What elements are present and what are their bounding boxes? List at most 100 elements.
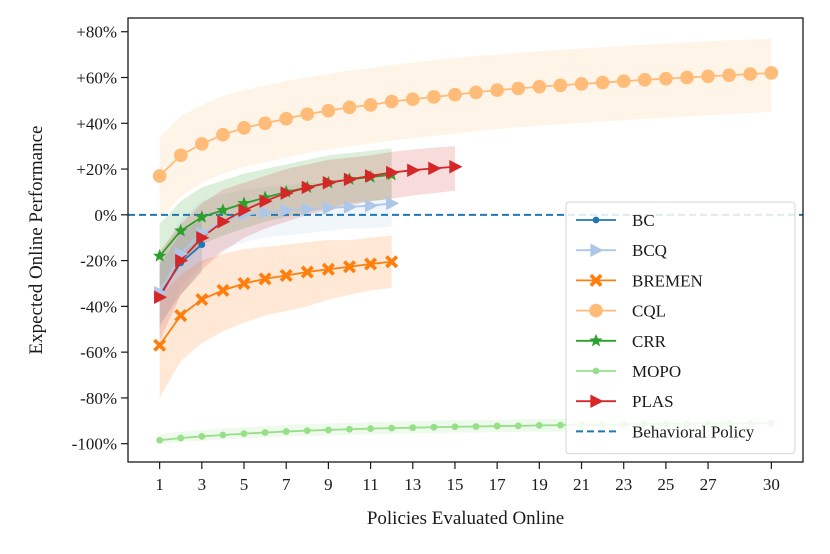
- marker-cql: [216, 127, 230, 142]
- marker-bremen: [321, 262, 335, 276]
- marker-bremen: [258, 272, 272, 286]
- y-tick-label: -100%: [72, 435, 117, 454]
- x-tick-label: 17: [489, 475, 507, 494]
- marker-bremen: [279, 268, 293, 282]
- marker-mopo: [303, 427, 311, 435]
- marker-cql: [553, 78, 568, 93]
- y-axis: -100% -80% -60% -40% -20% 0% +20% +40% +60% +80%: [72, 23, 128, 454]
- marker-cql: [722, 68, 736, 83]
- marker-cql: [532, 79, 547, 94]
- marker-cql: [637, 72, 652, 87]
- legend-entry-plas: PLAS: [576, 392, 674, 411]
- marker-crr: [174, 223, 188, 237]
- x-tick-label: 30: [763, 475, 780, 494]
- marker-plas: [217, 214, 231, 229]
- marker-cql: [701, 69, 715, 84]
- marker-plas: [280, 186, 294, 200]
- band-plas: [159, 146, 455, 341]
- marker-bremen: [342, 260, 356, 274]
- y-tick-label: +80%: [76, 23, 117, 42]
- marker-bcq: [322, 201, 336, 215]
- marker-crr: [195, 210, 209, 223]
- marker-cql: [300, 107, 315, 121]
- legend-entry-bc: BC: [576, 211, 655, 230]
- marker-cql: [574, 77, 589, 91]
- marker-plas: [364, 169, 379, 183]
- marker-cql: [469, 85, 483, 100]
- marker-mopo: [367, 425, 374, 432]
- marker-cql: [173, 148, 188, 163]
- marker-cql: [363, 98, 378, 112]
- y-tick-label: -40%: [80, 297, 117, 316]
- marker-cql: [279, 111, 294, 126]
- y-tick-label: +40%: [76, 114, 117, 133]
- marker-mopo: [388, 424, 396, 432]
- marker-bcq: [280, 203, 294, 217]
- marker-mopo: [557, 421, 564, 429]
- marker-plas: [196, 230, 210, 245]
- plot-frame: [127, 17, 804, 463]
- marker-cql: [342, 100, 357, 115]
- legend-entry-cql: CQL: [576, 302, 666, 321]
- marker-crr: [258, 190, 272, 204]
- marker-mopo: [324, 426, 332, 434]
- marker-crr: [216, 203, 230, 216]
- legend-swatch-marker: [589, 303, 603, 318]
- x-tick-label: 1: [155, 475, 164, 494]
- marker-plas: [238, 203, 252, 217]
- marker-mopo: [156, 436, 164, 444]
- marker-plas: [428, 161, 442, 176]
- y-tick-label: 0%: [94, 206, 117, 225]
- x-tick-label: 21: [573, 475, 590, 494]
- marker-plas: [343, 172, 357, 187]
- marker-cql: [427, 90, 441, 104]
- x-tick-label: 11: [362, 475, 378, 494]
- marker-bremen: [153, 338, 167, 352]
- legend-entry-crr: CRR: [576, 332, 667, 351]
- marker-mopo: [472, 423, 480, 430]
- marker-plas: [449, 160, 463, 174]
- y-tick-label: -80%: [80, 389, 117, 408]
- legend-entry-mopo: MOPO: [576, 362, 681, 381]
- marker-bremen: [300, 265, 314, 279]
- legend-entry-bcq: BCQ: [576, 241, 667, 260]
- marker-plas: [322, 176, 336, 190]
- legend-label: CQL: [632, 302, 666, 321]
- marker-cql: [616, 74, 631, 88]
- marker-bcq: [343, 200, 357, 214]
- marker-mopo: [240, 430, 248, 438]
- marker-cql: [680, 70, 694, 85]
- marker-cql: [595, 75, 610, 90]
- marker-plas: [407, 163, 421, 177]
- marker-crr: [152, 249, 167, 262]
- marker-crr: [237, 196, 251, 210]
- legend: BC BCQ BREMEN CQL CRR MOPO PLAS Behavioral Poli…: [565, 201, 796, 455]
- band-bremen: [159, 235, 392, 398]
- marker-mopo: [451, 423, 459, 431]
- x-tick-label: 23: [615, 475, 632, 494]
- marker-mopo: [430, 423, 438, 431]
- marker-bremen: [174, 309, 188, 323]
- x-tick-label: 7: [282, 475, 291, 494]
- marker-cql: [384, 94, 399, 109]
- legend-label: BC: [632, 211, 655, 230]
- legend-swatch-marker: [590, 394, 604, 408]
- marker-plas: [154, 290, 168, 304]
- legend-swatch-marker: [592, 216, 600, 224]
- marker-bremen: [237, 276, 251, 290]
- marker-mopo: [177, 434, 185, 442]
- marker-cql: [195, 137, 209, 151]
- x-tick-label: 9: [324, 475, 333, 494]
- legend-swatch-marker: [592, 367, 600, 375]
- marker-plas: [386, 165, 400, 180]
- marker-bcq: [386, 196, 400, 211]
- x-tick-label: 19: [531, 475, 548, 494]
- legend-box: [565, 201, 796, 455]
- marker-mopo: [219, 431, 227, 439]
- marker-cql: [448, 87, 462, 102]
- marker-mopo: [409, 424, 417, 432]
- y-axis-title: Expected Online Performance: [26, 126, 47, 355]
- marker-mopo: [198, 432, 206, 440]
- legend-label: BREMEN: [632, 271, 703, 290]
